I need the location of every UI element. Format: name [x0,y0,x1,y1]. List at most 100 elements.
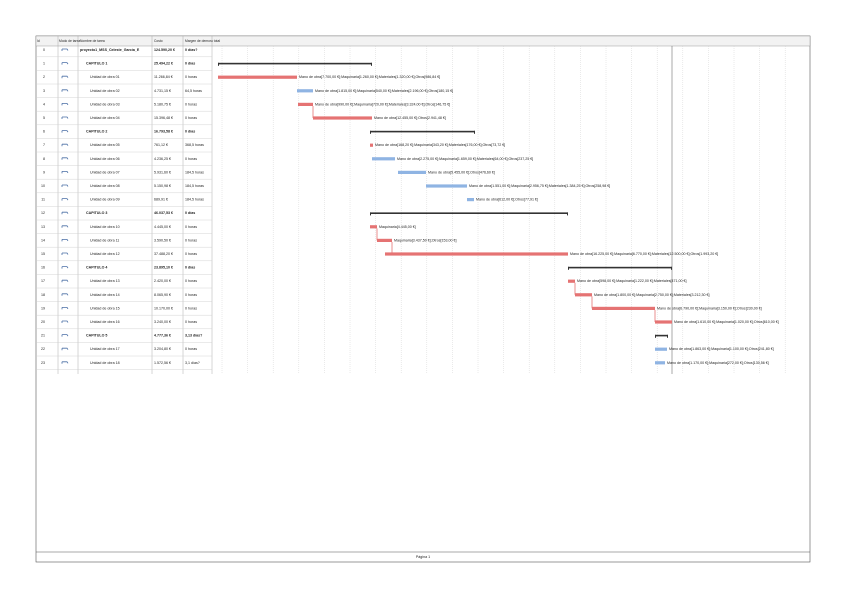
task-name: Unidad de obra 09 [90,198,120,202]
task-cost: 8.065,90 € [154,293,171,297]
row-id: 14 [41,238,45,242]
critical-bar [592,306,655,310]
task-cost: 3.590,50 € [154,238,171,242]
task-name: Unidad de obra 18 [90,361,120,365]
bar-label: Mano de obra[1.610,00 €];Maquinaria[1.02… [674,320,779,324]
bar-label: Mano de obra[6.790,00 €];Maquinaria[3.15… [657,306,762,310]
task-mode-icon [61,48,69,51]
row-id: 10 [41,184,45,188]
task-slack: 0 horas [185,279,197,283]
bar-label: Mano de obra[168,20 €];Maquinaria[343,20… [375,143,505,147]
header-mode: Modo de tarea [59,39,80,43]
task-slack: 0 días? [185,48,197,52]
task-name: CAPITULO 5 [86,334,107,338]
row-id: 15 [41,252,45,256]
bar-label: Mano de obra[5.455,00 €];Otros[476,60 €] [428,170,495,174]
header-id: Id [37,39,40,43]
task-slack: 0 horas [185,320,197,324]
task-name: Unidad de obra 01 [90,75,120,79]
summary-bar [568,266,672,269]
task-cost: 5.931,60 € [154,170,171,174]
task-slack: 184,5 horas [185,170,204,174]
task-name: Unidad de obra 14 [90,293,120,297]
task-slack: 184,5 horas [185,184,204,188]
task-cost: 4.731,15 € [154,89,171,93]
row-id: 8 [43,157,45,161]
bar-label: Mano de obra[1.815,00 €];Maquinaria[540,… [315,89,453,93]
task-bar [426,184,467,188]
task-name: Unidad de obra 05 [90,143,120,147]
task-mode-icon [61,198,69,201]
row-id: 12 [41,211,45,215]
task-name: CAPITULO 1 [86,62,107,66]
footer: Página 1 [416,555,430,559]
row-id: 4 [43,102,45,106]
task-cost: 4.236,25 € [154,157,171,161]
task-name: Unidad de obra 17 [90,347,120,351]
bar-label: Mano de obra[612,00 €];Otros[77,91 €] [476,198,538,202]
row-id: 11 [41,198,45,202]
row-id: 22 [41,347,45,351]
task-slack: 3,1 días? [185,361,200,365]
critical-bar [655,320,672,324]
bar-label: Mano de obra[2.275,00 €];Maquinaria[1.65… [397,157,533,161]
task-mode-icon [61,320,69,323]
row-id: 3 [43,89,45,93]
summary-end [370,212,371,216]
summary-end [371,62,372,66]
task-mode-icon [61,103,69,106]
row-id: 1 [43,62,45,66]
task-name: Unidad de obra 04 [90,116,120,120]
task-name: Unidad de obra 06 [90,157,120,161]
task-slack: 3,13 días? [185,334,202,338]
task-cost: 3.204,80 € [154,347,171,351]
task-cost: 761,12 € [154,143,168,147]
critical-bar [575,293,592,297]
task-cost: 5.180,75 € [154,102,171,106]
bar-label: Mano de obra[990,00 €];Maquinaria[720,00… [315,102,450,106]
task-cost: 4.777,36 € [154,334,171,338]
row-id: 20 [41,320,45,324]
summary-end [474,130,475,134]
task-name: Unidad de obra 03 [90,102,120,106]
bar-label: Maquinaria[3.437,50 €];Otros[153,00 €] [394,238,457,242]
task-cost: 3.240,00 € [154,320,171,324]
summary-end [667,334,668,338]
task-mode-icon [61,279,69,283]
task-mode-icon [61,334,69,337]
summary-end [655,334,656,338]
bar-label: Mano de obra[12.455,00 €];Otros[2.941,48… [374,116,446,120]
bar-label: Mano de obra[1.863,00 €];Maquinaria[1.10… [669,347,774,351]
task-bar [655,361,665,365]
task-slack: 0 horas [185,225,197,229]
task-bar [398,170,426,174]
task-mode-icon [61,75,69,79]
critical-bar [313,116,372,120]
summary-end [671,266,672,270]
task-mode-icon [61,184,69,187]
bar-label: Mano de obra[598,00 €];Maquinaria[1.222,… [577,279,687,283]
bar-label: Mano de obra[1.170,00 €];Maquinaria[272,… [667,361,769,365]
task-slack: 0 horas [185,238,197,242]
header-row [35,35,811,47]
task-mode-icon [61,307,69,310]
task-name: Unidad de obra 12 [90,252,120,256]
critical-bar [370,225,377,229]
task-name: Unidad de obra 10 [90,225,120,229]
task-mode-icon [61,116,69,119]
task-slack: 0 horas [185,347,197,351]
row-id: 16 [41,266,45,270]
task-cost: 689,91 € [154,198,168,202]
task-mode-icon [61,62,69,65]
task-bar [372,157,395,161]
task-slack: 0 horas [185,116,197,120]
task-mode-icon [61,361,69,364]
task-mode-icon [61,293,69,296]
row-id: 21 [41,334,45,338]
task-name: CAPITULO 2 [86,130,107,134]
task-mode-icon [61,252,69,255]
task-name: Unidad de obra 13 [90,279,120,283]
task-cost: 10.170,00 € [154,306,173,310]
